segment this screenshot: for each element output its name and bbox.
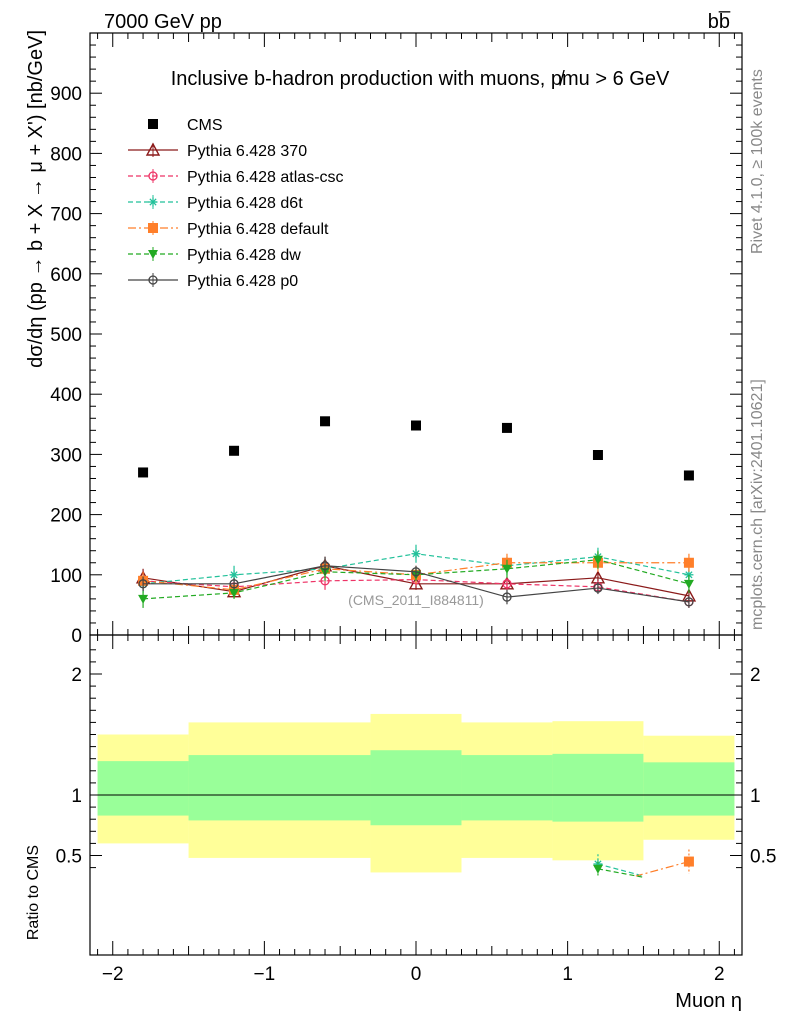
data-point xyxy=(501,564,512,574)
ratio-point xyxy=(592,864,603,874)
legend-entry: Pythia 6.428 p0 xyxy=(128,273,298,290)
green-band-bin xyxy=(643,762,735,816)
legend-entry: Pythia 6.428 d6t xyxy=(128,195,303,212)
data-point xyxy=(592,450,603,461)
x-axis-label: Muon η xyxy=(675,990,742,1012)
ratio-y-tick-label: 1 xyxy=(750,786,761,807)
legend-entry: Pythia 6.428 370 xyxy=(128,142,307,160)
legend-label: Pythia 6.428 default xyxy=(187,221,329,238)
main-y-tick-label: 500 xyxy=(50,325,82,346)
main-y-tick-label: 200 xyxy=(50,506,82,527)
legend-marker xyxy=(148,275,158,285)
tick-labels: 0 100 200 300 400 500 600 700 800 900 −2 −1 0 1 2 0.5 0.… xyxy=(50,84,776,985)
header-right-label: bb̅ xyxy=(708,10,731,33)
legend-label: CMS xyxy=(187,117,223,134)
ratio-points xyxy=(592,849,694,878)
main-y-tick-label: 300 xyxy=(50,445,82,466)
legend-marker xyxy=(148,119,158,129)
green-band-bin xyxy=(188,755,371,821)
data-point xyxy=(320,416,331,427)
main-series xyxy=(135,416,697,608)
x-tick-label: 0 xyxy=(411,964,422,985)
main-title: Inclusive b-hadron production with muons… xyxy=(171,68,670,90)
legend-entry: Pythia 6.428 atlas-csc xyxy=(128,169,344,186)
header-left-label: 7000 GeV pp xyxy=(104,11,222,33)
main-y-tick-label: 900 xyxy=(50,84,82,105)
data-point xyxy=(592,555,603,565)
x-tick-label: 1 xyxy=(562,964,573,985)
data-point xyxy=(229,445,240,456)
legend-label: Pythia 6.428 d6t xyxy=(187,195,303,212)
watermark-label: (CMS_2011_I884811) xyxy=(348,592,484,608)
legend-entry: Pythia 6.428 default xyxy=(128,221,329,238)
data-point xyxy=(229,579,239,589)
data-point xyxy=(138,594,149,604)
legend-label: Pythia 6.428 dw xyxy=(187,247,301,264)
legend-entry: CMS xyxy=(148,117,223,134)
legend-marker xyxy=(148,250,158,259)
data-point xyxy=(502,592,512,602)
green-band-bin xyxy=(370,750,462,826)
ratio-y-tick-label: 1 xyxy=(71,786,82,807)
data-point xyxy=(593,583,603,593)
main-y-tick-label: 800 xyxy=(50,144,82,165)
data-point xyxy=(411,549,421,559)
data-point xyxy=(411,567,421,577)
main-y-axis-label: dσ/dη (pp → b + X → μ + X') [nb/GeV] xyxy=(25,30,47,368)
ratio-y-tick-label: 2 xyxy=(71,665,82,686)
data-point xyxy=(229,570,239,580)
ratio-line-default xyxy=(635,860,690,877)
axes xyxy=(89,32,743,956)
legend-marker xyxy=(148,223,158,233)
ratio-uncertainty-bands xyxy=(90,713,742,873)
x-tick-label: 2 xyxy=(714,964,725,985)
ratio-line-d6t xyxy=(597,863,644,877)
data-point xyxy=(408,576,424,590)
data-point xyxy=(501,422,512,433)
data-point xyxy=(684,597,694,607)
ratio-y-tick-label: 0.5 xyxy=(56,847,82,868)
data-point xyxy=(502,579,512,589)
data-point xyxy=(683,470,694,481)
main-y-tick-label: 400 xyxy=(50,385,82,406)
legend-label: Pythia 6.428 p0 xyxy=(187,273,298,290)
ratio-y-tick-label: 0.5 xyxy=(750,847,776,868)
data-point xyxy=(138,579,148,589)
legend-entry: Pythia 6.428 dw xyxy=(128,247,301,264)
legend-marker xyxy=(148,197,158,207)
ratio-y-axis-label: Ratio to CMS xyxy=(25,845,42,940)
green-band-bin xyxy=(552,753,644,822)
legend: CMS Pythia 6.428 370 Pythia 6.428 atlas-cs… xyxy=(128,117,344,290)
main-y-tick-label: 100 xyxy=(50,566,82,587)
data-point xyxy=(138,467,149,478)
data-point xyxy=(683,557,694,568)
ratio-y-tick-label: 2 xyxy=(750,665,761,686)
data-point xyxy=(683,579,694,589)
series-pythia-6-428-p0 xyxy=(138,556,694,608)
green-band-bin xyxy=(461,755,553,821)
data-point xyxy=(229,588,240,598)
legend-marker xyxy=(145,142,161,156)
ratio-point xyxy=(683,856,694,867)
rivet-label: Rivet 4.1.0, ≥ 100k events xyxy=(749,69,766,254)
series-cms xyxy=(138,416,694,481)
legend-label: Pythia 6.428 atlas-csc xyxy=(187,169,344,186)
main-y-tick-label: 600 xyxy=(50,265,82,286)
mcplots-label: mcplots.cern.ch [arXiv:2401.10621] xyxy=(749,379,766,630)
green-band-bin xyxy=(97,761,189,816)
data-point xyxy=(411,420,421,431)
main-y-tick-label: 700 xyxy=(50,205,82,226)
main-y-tick-label: 0 xyxy=(71,626,82,647)
data-point xyxy=(320,561,330,571)
legend-marker xyxy=(148,171,158,181)
x-tick-label: −1 xyxy=(254,964,276,985)
legend-label: Pythia 6.428 370 xyxy=(187,143,307,160)
x-tick-label: −2 xyxy=(102,964,124,985)
